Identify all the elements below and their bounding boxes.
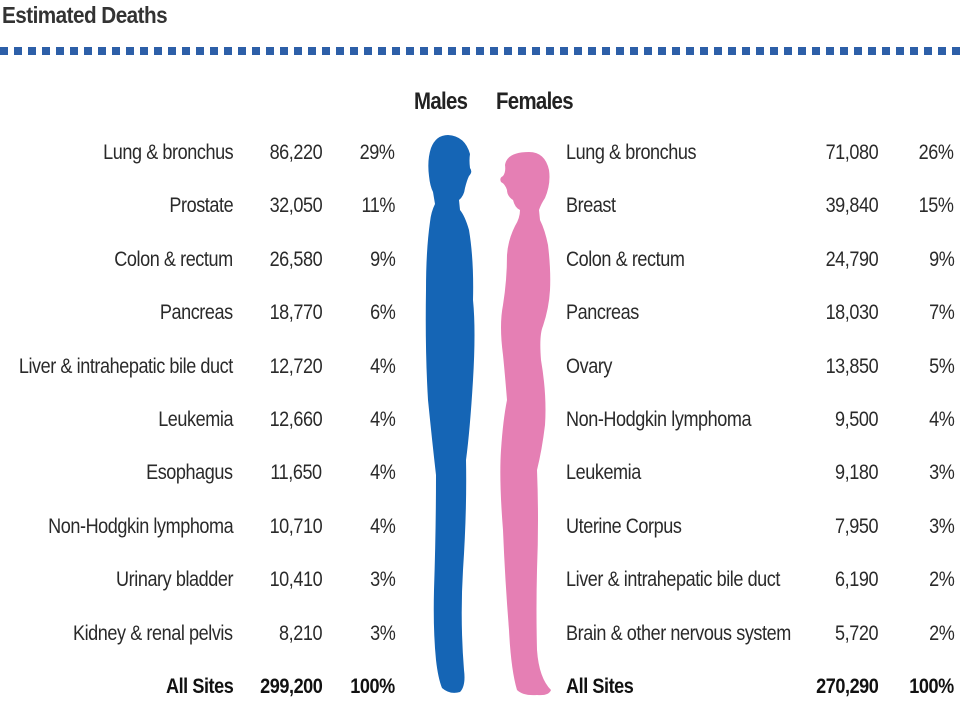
female-silhouette-icon <box>500 152 551 696</box>
female-deaths-value: 39,840 <box>825 194 878 218</box>
male-total-percent: 100% <box>350 675 396 698</box>
male-figure <box>425 135 475 693</box>
male-site-label: Leukemia <box>158 408 233 431</box>
female-total-percent: 100% <box>909 675 955 698</box>
female-percent-value: 26% <box>919 141 954 164</box>
male-site-label: Prostate <box>169 194 233 218</box>
male-site-label: Non-Hodgkin lymphoma <box>47 514 234 538</box>
female-percent-value: 15% <box>919 194 954 218</box>
male-percent-value: 29% <box>360 141 395 164</box>
female-site-label: Leukemia <box>566 461 641 485</box>
female-percent-value: 3% <box>928 514 955 538</box>
female-site-label: Pancreas <box>566 301 639 325</box>
female-percent-value: 7% <box>928 301 955 325</box>
male-percent-value: 3% <box>369 568 396 592</box>
female-deaths-value: 5,720 <box>834 621 878 645</box>
female-total-deaths: 270,290 <box>815 675 879 698</box>
male-deaths-value: 32,050 <box>269 194 322 218</box>
female-site-label: Brain & other nervous system <box>566 621 791 645</box>
female-site-label: Lung & bronchus <box>566 141 697 164</box>
male-percent-value: 6% <box>369 301 396 325</box>
male-percent-value: 4% <box>369 354 396 378</box>
female-percent-value: 2% <box>928 621 955 645</box>
female-deaths-value: 71,080 <box>825 141 878 164</box>
dashed-divider <box>0 47 960 55</box>
female-percent-value: 3% <box>928 461 955 485</box>
females-header: Females <box>496 88 574 115</box>
male-deaths-value: 12,660 <box>269 408 322 431</box>
male-deaths-value: 12,720 <box>269 354 322 378</box>
male-total-label: All Sites <box>165 675 234 698</box>
female-deaths-value: 24,790 <box>825 247 878 271</box>
female-site-label: Uterine Corpus <box>566 514 682 538</box>
female-site-label: Colon & rectum <box>566 247 685 271</box>
female-deaths-value: 13,850 <box>825 354 878 378</box>
male-percent-value: 4% <box>369 514 396 538</box>
female-figure <box>500 152 551 696</box>
female-site-label: Liver & intrahepatic bile duct <box>566 568 780 592</box>
female-deaths-value: 9,500 <box>834 408 878 431</box>
female-deaths-value: 7,950 <box>834 514 878 538</box>
male-deaths-value: 8,210 <box>278 621 322 645</box>
male-total-deaths: 299,200 <box>259 675 323 698</box>
female-site-label: Ovary <box>566 354 613 378</box>
male-deaths-value: 11,650 <box>270 461 323 485</box>
male-percent-value: 3% <box>369 621 396 645</box>
female-percent-value: 2% <box>928 568 955 592</box>
male-deaths-value: 10,710 <box>269 514 322 538</box>
male-site-label: Lung & bronchus <box>102 141 234 164</box>
male-deaths-value: 18,770 <box>269 301 322 325</box>
female-percent-value: 9% <box>928 247 955 271</box>
male-deaths-value: 26,580 <box>269 247 322 271</box>
female-deaths-value: 18,030 <box>825 301 878 325</box>
female-deaths-value: 9,180 <box>834 461 878 485</box>
male-percent-value: 9% <box>369 247 396 271</box>
male-site-label: Pancreas <box>160 301 233 325</box>
male-site-label: Kidney & renal pelvis <box>73 621 233 645</box>
female-site-label: Non-Hodgkin lymphoma <box>566 408 752 431</box>
page-title: Estimated Deaths <box>2 2 168 28</box>
female-deaths-value: 6,190 <box>834 568 878 592</box>
male-site-label: Urinary bladder <box>115 568 233 592</box>
males-header: Males <box>414 88 468 115</box>
female-site-label: Breast <box>566 194 616 218</box>
female-percent-value: 4% <box>928 408 955 431</box>
male-percent-value: 11% <box>361 194 395 218</box>
male-silhouette-icon <box>425 135 475 693</box>
male-deaths-value: 86,220 <box>269 141 322 164</box>
female-total-label: All Sites <box>566 675 634 698</box>
male-site-label: Colon & rectum <box>114 247 234 271</box>
male-site-label: Esophagus <box>146 461 233 485</box>
male-percent-value: 4% <box>369 408 396 431</box>
male-deaths-value: 10,410 <box>269 568 322 592</box>
male-percent-value: 4% <box>369 461 396 485</box>
female-percent-value: 5% <box>928 354 955 378</box>
male-site-label: Liver & intrahepatic bile duct <box>19 354 233 378</box>
